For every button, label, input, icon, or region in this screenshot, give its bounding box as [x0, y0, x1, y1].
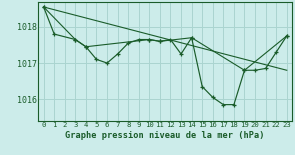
X-axis label: Graphe pression niveau de la mer (hPa): Graphe pression niveau de la mer (hPa)	[65, 131, 265, 140]
